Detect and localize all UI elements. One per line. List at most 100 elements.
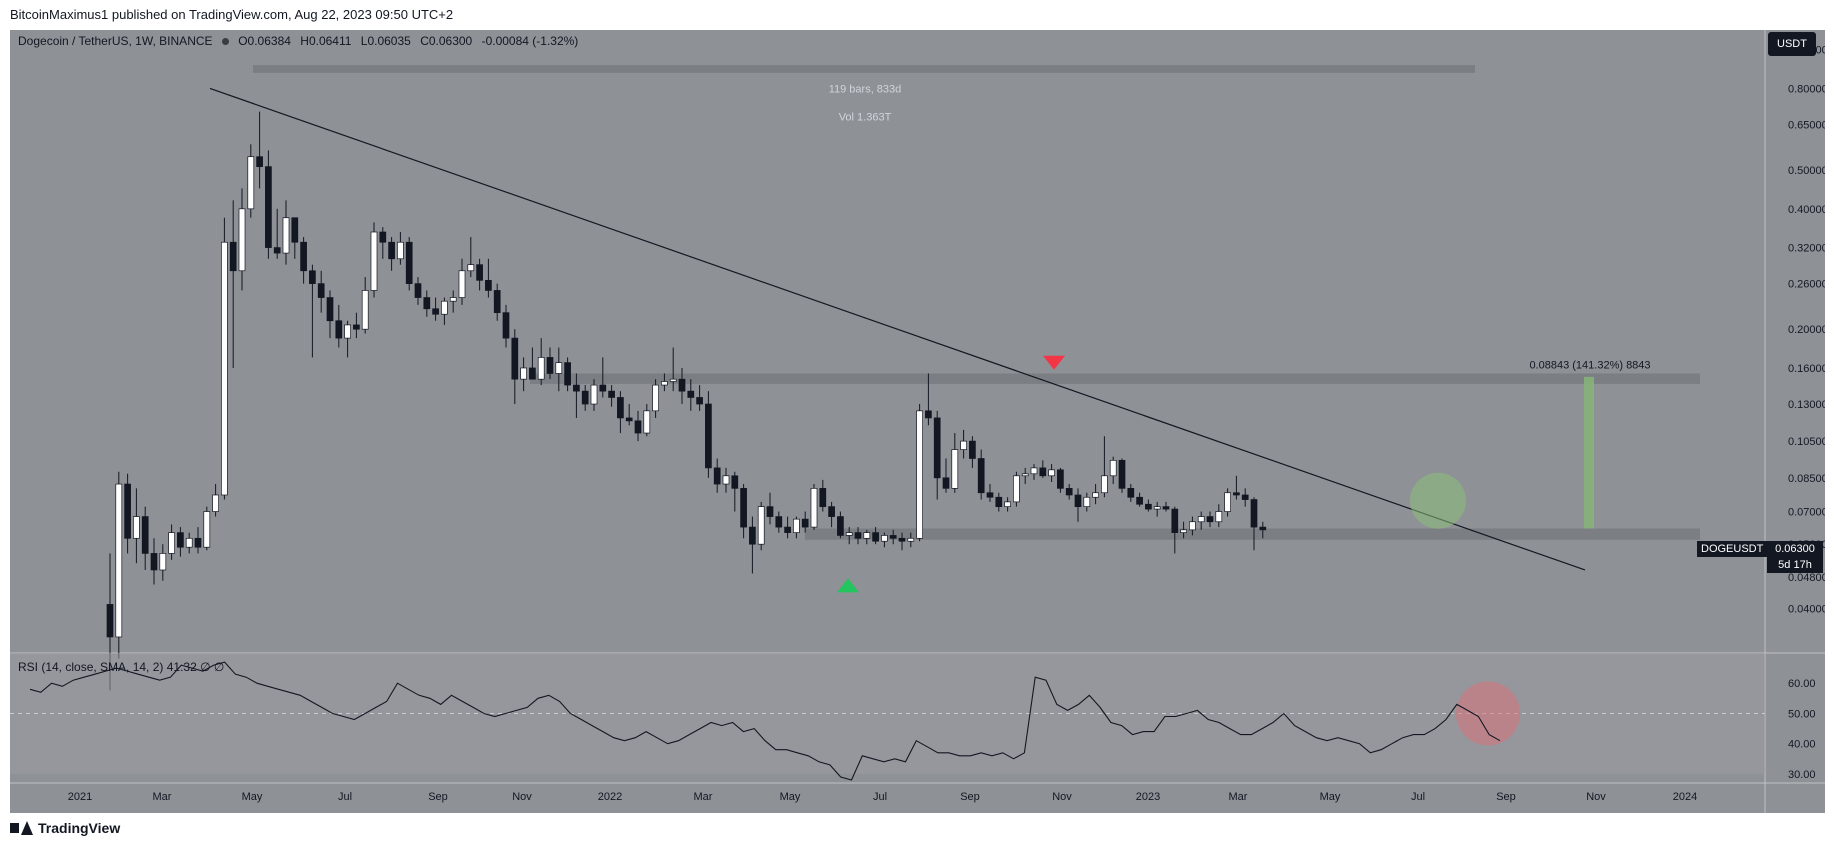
candle-body bbox=[977, 458, 985, 494]
ohlc-close: C0.06300 bbox=[420, 34, 473, 48]
candle-body bbox=[793, 518, 800, 533]
rsi-extra: ∅ ∅ bbox=[200, 660, 225, 674]
rsi-pane: 60.00 50.00 40.00 30.00 bbox=[10, 653, 1816, 781]
price-axis-bg bbox=[1765, 30, 1825, 813]
candle-body bbox=[617, 397, 624, 419]
candle-body bbox=[749, 526, 756, 545]
time-tick-label: May bbox=[242, 791, 263, 803]
candle-body bbox=[133, 516, 140, 539]
time-tick-label: Mar bbox=[694, 791, 713, 803]
candle-body bbox=[986, 492, 994, 498]
candle-body bbox=[916, 410, 923, 539]
candle-body bbox=[731, 475, 739, 489]
candle-body bbox=[1004, 501, 1011, 507]
sell-marker-icon bbox=[1043, 355, 1065, 370]
candle-body bbox=[775, 516, 783, 528]
buy-marker-icon bbox=[837, 578, 859, 593]
candle-body bbox=[300, 241, 307, 272]
candle-body bbox=[476, 264, 483, 281]
candle-body bbox=[872, 532, 879, 542]
candle-body bbox=[317, 283, 325, 298]
price-tick-label: 0.08500 bbox=[1788, 473, 1825, 485]
candle-body bbox=[933, 417, 941, 479]
candle-body bbox=[1250, 499, 1258, 528]
candle-body bbox=[678, 378, 686, 392]
candle-body bbox=[458, 270, 466, 298]
candle-body bbox=[564, 362, 571, 386]
candle-body bbox=[590, 384, 598, 405]
candle-body bbox=[441, 300, 448, 315]
candle-body bbox=[687, 390, 695, 398]
time-tick-label: 2022 bbox=[598, 791, 622, 803]
candle-body bbox=[397, 241, 404, 260]
rsi-legend: RSI (14, close, SMA, 14, 2) 41.32 ∅ ∅ bbox=[18, 660, 224, 674]
candle-body bbox=[229, 241, 237, 272]
time-tick-label: Nov bbox=[1586, 791, 1606, 803]
candle-body bbox=[1109, 459, 1117, 477]
measure-label-vol: Vol 1.363T bbox=[839, 112, 892, 124]
symbol-info: Dogecoin / TetherUS, 1W, BINANCE O0.0638… bbox=[18, 34, 584, 48]
candle-body bbox=[1074, 494, 1082, 507]
price-tick-label: 0.80000 bbox=[1788, 83, 1825, 95]
rsi-value: 41.32 bbox=[166, 660, 197, 674]
candle-body bbox=[529, 367, 536, 380]
overlays: 119 bars, 833d Vol 1.363T 0.08843 (141.32%… bbox=[209, 83, 1651, 593]
candle-body bbox=[942, 477, 950, 489]
time-tick-label: Sep bbox=[1496, 791, 1516, 803]
candle-body bbox=[159, 553, 167, 571]
candle-body bbox=[1048, 469, 1055, 477]
rsi-label[interactable]: RSI (14, close, SMA, 14, 2) bbox=[18, 660, 164, 674]
candle-body bbox=[766, 506, 774, 517]
candle-body bbox=[801, 518, 809, 528]
candle-body bbox=[282, 217, 290, 254]
rsi-line bbox=[29, 661, 1501, 781]
candle-body bbox=[1180, 529, 1187, 533]
trendline bbox=[209, 87, 1586, 571]
candle-body bbox=[1083, 496, 1091, 507]
tradingview-logo[interactable]: TradingView bbox=[10, 820, 120, 836]
time-tick-label: 2021 bbox=[68, 791, 92, 803]
rsi-tick-label: 40.00 bbox=[1788, 739, 1816, 751]
candle-body bbox=[185, 537, 193, 548]
status-dot-icon bbox=[221, 38, 229, 46]
candle-body bbox=[344, 324, 351, 339]
candle-body bbox=[485, 279, 492, 291]
candle-body bbox=[247, 156, 255, 210]
symbol-name[interactable]: Dogecoin / TetherUS, 1W, BINANCE bbox=[18, 34, 213, 48]
candle-body bbox=[414, 283, 422, 298]
time-tick-label: Nov bbox=[512, 791, 532, 803]
candle-body bbox=[661, 381, 668, 386]
currency-button[interactable]: USDT bbox=[1768, 32, 1816, 56]
candle-body bbox=[907, 537, 915, 542]
chart-canvas[interactable]: 119 bars, 833d Vol 1.363T 0.08843 (141.32%… bbox=[10, 30, 1825, 813]
grid bbox=[10, 30, 1825, 813]
candle-body bbox=[388, 241, 395, 260]
zones bbox=[253, 65, 1700, 540]
candle-body bbox=[1136, 496, 1143, 505]
candle-body bbox=[845, 532, 853, 536]
candle-body bbox=[925, 410, 932, 419]
candle-body bbox=[194, 537, 202, 548]
candle-body bbox=[537, 357, 545, 380]
candle-body bbox=[643, 410, 651, 434]
candle-body bbox=[1030, 467, 1038, 475]
candle-body bbox=[370, 231, 378, 291]
rsi-tick-label: 60.00 bbox=[1788, 678, 1816, 690]
candle-body bbox=[449, 297, 457, 302]
ohlc-high: H0.06411 bbox=[300, 34, 352, 48]
time-tick-label: Nov bbox=[1052, 791, 1072, 803]
candle-body bbox=[493, 290, 501, 314]
price-tick-label: 0.32000 bbox=[1788, 243, 1825, 255]
candle-body bbox=[881, 535, 888, 542]
time-tick-label: 2024 bbox=[1673, 791, 1697, 803]
candle-body bbox=[1215, 511, 1223, 523]
candle-body bbox=[599, 384, 607, 392]
price-tag-value: 0.06300 bbox=[1767, 541, 1823, 557]
candle-body bbox=[467, 264, 475, 272]
candle-body bbox=[1197, 516, 1205, 523]
candle-body bbox=[810, 487, 818, 528]
candle-body bbox=[951, 449, 959, 489]
candle-body bbox=[625, 417, 633, 422]
time-tick-label: Sep bbox=[428, 791, 448, 803]
time-tick-label: May bbox=[1320, 791, 1341, 803]
